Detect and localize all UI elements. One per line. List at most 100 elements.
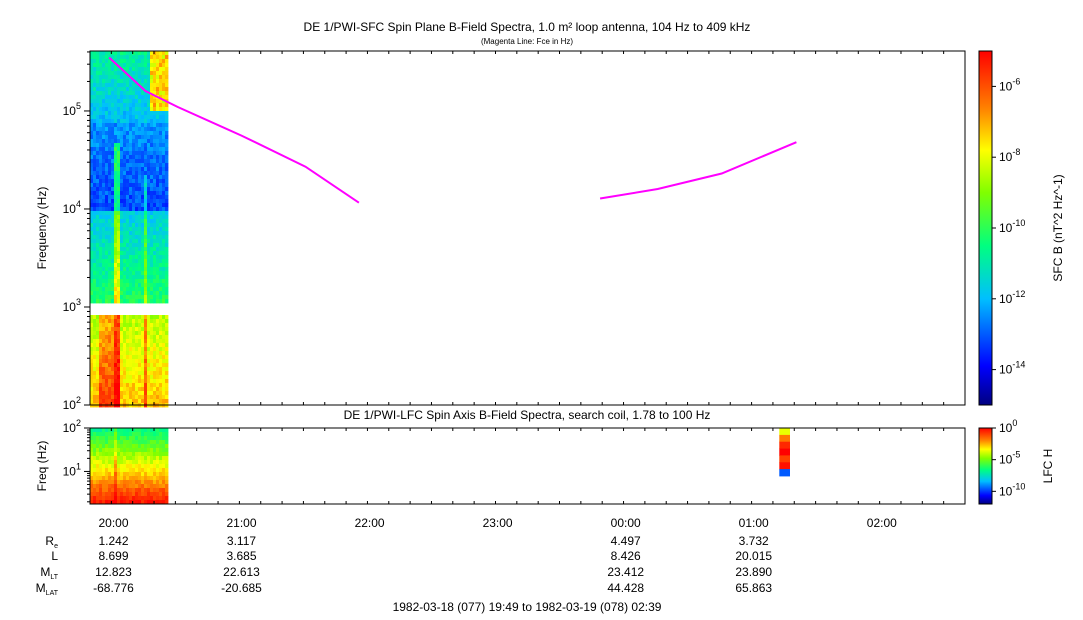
- top-heatmap-cell: [162, 207, 166, 212]
- top-heatmap-cell: [108, 103, 112, 108]
- bottom-heatmap-cell: [162, 456, 166, 461]
- top-heatmap-cell: [138, 395, 142, 400]
- top-heatmap-cell: [132, 351, 136, 356]
- top-heatmap-cell: [99, 147, 103, 152]
- top-heatmap-cell: [156, 383, 160, 388]
- top-heatmap-cell: [120, 271, 124, 276]
- time-axis-tick-label: 20:00: [98, 516, 128, 530]
- top-heatmap-cell: [147, 263, 151, 268]
- bottom-heatmap-cell: [150, 464, 154, 469]
- top-heatmap-cell: [129, 367, 133, 372]
- bottom-heatmap-cell: [138, 496, 142, 501]
- top-heatmap-cell: [153, 155, 157, 160]
- bottom-heatmap-cell: [111, 480, 115, 485]
- top-heatmap-cell: [138, 87, 142, 92]
- top-heatmap-cell: [141, 111, 145, 116]
- top-heatmap-cell: [156, 247, 160, 252]
- top-heatmap-cell: [129, 211, 133, 216]
- top-heatmap-cell: [102, 143, 106, 148]
- top-heatmap-cell: [132, 59, 136, 64]
- bottom-heatmap-cell: [147, 436, 151, 441]
- top-heatmap-cell: [147, 347, 151, 352]
- bottom-heatmap-cell: [150, 460, 154, 465]
- top-heatmap-cell: [141, 395, 145, 400]
- top-heatmap-cell: [150, 115, 154, 120]
- bottom-heatmap-cell: [93, 488, 97, 493]
- top-heatmap-cell: [153, 347, 157, 352]
- top-heatmap-cell: [135, 127, 139, 132]
- bottom-heatmap-cell: [147, 472, 151, 477]
- top-heatmap-cell: [96, 55, 100, 60]
- top-heatmap-cell: [159, 127, 163, 132]
- bottom-heatmap-cell: [144, 432, 148, 437]
- bottom-heatmap-cell: [138, 472, 142, 477]
- bottom-heatmap-cell: [779, 455, 790, 463]
- top-heatmap-cell: [141, 267, 145, 272]
- top-heatmap-cell: [108, 231, 112, 236]
- top-heatmap-cell: [123, 227, 127, 232]
- top-heatmap-cell: [141, 391, 145, 396]
- top-heatmap-cell: [108, 131, 112, 136]
- top-heatmap-cell: [111, 351, 115, 356]
- top-heatmap-cell: [141, 295, 145, 300]
- bottom-heatmap-cell: [123, 436, 127, 441]
- top-heatmap-cell: [108, 319, 112, 324]
- top-heatmap-cell: [165, 315, 169, 320]
- top-heatmap-cell: [111, 243, 115, 248]
- top-heatmap-cell: [150, 67, 154, 72]
- top-heatmap-cell: [150, 219, 154, 224]
- bottom-heatmap-cell: [138, 448, 142, 453]
- top-heatmap-cell: [144, 367, 148, 372]
- top-heatmap-cell: [129, 79, 133, 84]
- top-heatmap-cell: [165, 267, 169, 272]
- bottom-heatmap-cell: [156, 460, 160, 465]
- top-heatmap-cell: [153, 335, 157, 340]
- top-heatmap-cell: [117, 319, 121, 324]
- top-heatmap-cell: [135, 79, 139, 84]
- bottom-heatmap-cell: [93, 428, 97, 433]
- top-heatmap-cell: [159, 95, 163, 100]
- bottom-heatmap-cell: [90, 448, 94, 453]
- top-heatmap-cell: [129, 319, 133, 324]
- top-heatmap-cell: [99, 379, 103, 384]
- top-heatmap-cell: [96, 279, 100, 284]
- top-heatmap-cell: [150, 167, 154, 172]
- top-heatmap-cell: [132, 135, 136, 140]
- top-heatmap-cell: [99, 115, 103, 120]
- top-heatmap-cell: [144, 339, 148, 344]
- bottom-heatmap-cell: [156, 456, 160, 461]
- top-heatmap-cell: [111, 191, 115, 196]
- top-heatmap-cell: [138, 359, 142, 364]
- top-heatmap-cell: [90, 123, 94, 128]
- top-heatmap-cell: [138, 159, 142, 164]
- top-heatmap-cell: [138, 143, 142, 148]
- top-heatmap-cell: [108, 159, 112, 164]
- top-heatmap-cell: [102, 199, 106, 204]
- bottom-heatmap-cell: [141, 452, 145, 457]
- top-heatmap-cell: [120, 327, 124, 332]
- top-heatmap-cell: [105, 363, 109, 368]
- top-heatmap-cell: [141, 291, 145, 296]
- top-heatmap-cell: [96, 243, 100, 248]
- top-heatmap-cell: [153, 107, 157, 112]
- top-heatmap-cell: [105, 243, 109, 248]
- top-heatmap-cell: [165, 111, 169, 116]
- bottom-heatmap-cell: [117, 492, 121, 497]
- top-heatmap-cell: [93, 131, 97, 136]
- top-heatmap-cell: [138, 139, 142, 144]
- top-heatmap-cell: [156, 131, 160, 136]
- top-heatmap-cell: [147, 99, 151, 104]
- bottom-heatmap-cell: [159, 452, 163, 457]
- top-heatmap-cell: [90, 55, 94, 60]
- top-heatmap-cell: [120, 191, 124, 196]
- top-heatmap-cell: [93, 215, 97, 220]
- top-heatmap-cell: [135, 275, 139, 280]
- top-heatmap-cell: [102, 123, 106, 128]
- top-heatmap-cell: [129, 143, 133, 148]
- top-heatmap-cell: [129, 139, 133, 144]
- top-heatmap-cell: [126, 335, 130, 340]
- top-heatmap-cell: [144, 399, 148, 404]
- top-heatmap-cell: [144, 95, 148, 100]
- top-heatmap-cell: [105, 299, 109, 304]
- top-heatmap-cell: [144, 247, 148, 252]
